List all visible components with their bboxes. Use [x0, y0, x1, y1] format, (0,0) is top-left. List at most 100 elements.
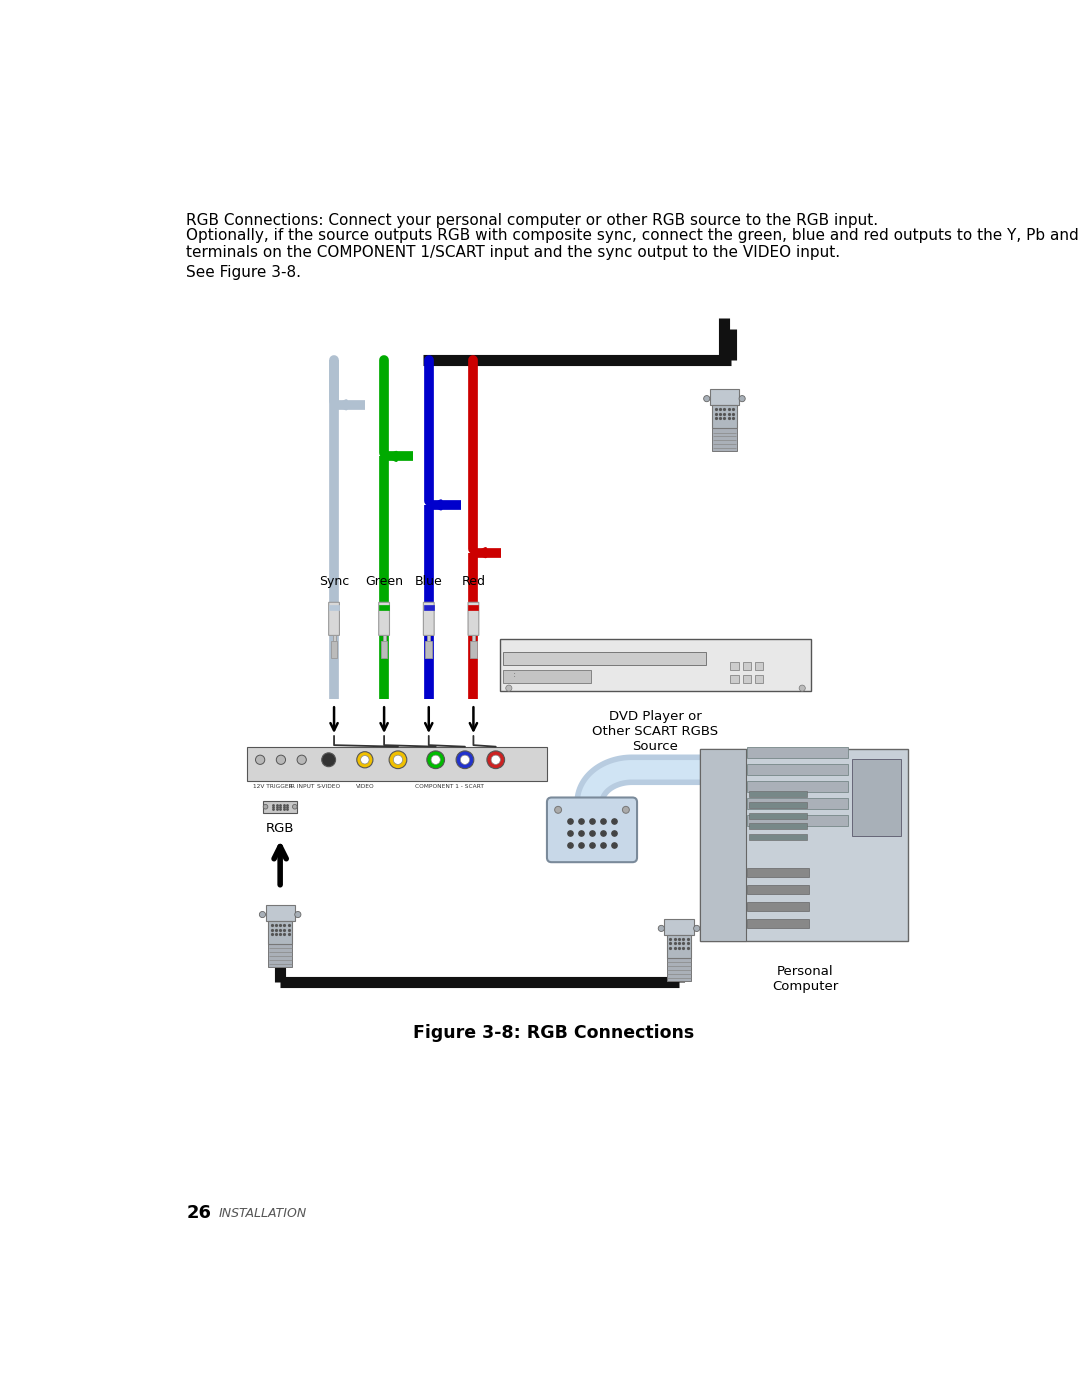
Text: Green: Green	[365, 576, 403, 588]
Bar	[755, 662, 764, 671]
Circle shape	[295, 911, 301, 918]
Bar	[268, 921, 293, 944]
Circle shape	[658, 925, 664, 932]
Bar	[755, 675, 764, 683]
Circle shape	[256, 756, 265, 764]
Circle shape	[264, 805, 268, 809]
Bar	[750, 823, 807, 830]
Bar	[700, 749, 907, 942]
Text: Sync: Sync	[319, 576, 349, 588]
Bar	[851, 759, 902, 835]
Bar	[710, 390, 739, 405]
Circle shape	[389, 752, 407, 768]
Bar	[329, 605, 339, 610]
Bar	[747, 884, 809, 894]
Bar	[330, 641, 337, 658]
Text: Figure 3-8: RGB Connections: Figure 3-8: RGB Connections	[413, 1024, 694, 1042]
Circle shape	[393, 756, 403, 764]
Bar	[747, 902, 809, 911]
Circle shape	[259, 911, 266, 918]
Text: Optionally, if the source outputs RGB with composite sync, connect the green, bl: Optionally, if the source outputs RGB wi…	[186, 229, 1080, 243]
Circle shape	[456, 752, 474, 768]
Circle shape	[361, 756, 369, 764]
Circle shape	[297, 756, 307, 764]
Text: INSTALLATION: INSTALLATION	[218, 1207, 307, 1220]
Circle shape	[460, 756, 470, 764]
Bar	[382, 636, 386, 641]
Bar	[664, 919, 693, 935]
Bar	[666, 935, 691, 958]
Bar	[423, 605, 434, 610]
Bar	[750, 802, 807, 807]
Bar	[750, 813, 807, 819]
Circle shape	[739, 395, 745, 402]
Bar	[426, 641, 432, 658]
Bar	[730, 662, 739, 671]
Circle shape	[799, 685, 806, 692]
Bar	[247, 746, 548, 781]
Text: 12V TRIGGER: 12V TRIGGER	[253, 784, 293, 789]
FancyBboxPatch shape	[379, 602, 390, 636]
Circle shape	[431, 756, 441, 764]
Circle shape	[356, 752, 373, 768]
FancyBboxPatch shape	[546, 798, 637, 862]
Text: RGB: RGB	[266, 823, 295, 835]
Bar	[469, 605, 478, 610]
Bar	[700, 749, 745, 942]
Circle shape	[622, 806, 630, 813]
Text: Blue: Blue	[415, 576, 443, 588]
Text: COMPONENT 1 - SCART: COMPONENT 1 - SCART	[415, 784, 484, 789]
Bar	[747, 816, 848, 826]
Bar	[503, 652, 706, 665]
Bar	[266, 905, 295, 921]
Text: :: :	[510, 672, 521, 678]
Bar	[747, 798, 848, 809]
Bar	[743, 675, 752, 683]
Text: See Figure 3-8.: See Figure 3-8.	[186, 265, 301, 281]
Bar	[503, 669, 591, 683]
Circle shape	[276, 756, 285, 764]
Text: terminals on the COMPONENT 1/SCART input and the sync output to the VIDEO input.: terminals on the COMPONENT 1/SCART input…	[186, 244, 840, 260]
Text: DVD Player or
Other SCART RGBS
Source: DVD Player or Other SCART RGBS Source	[592, 711, 718, 753]
Text: 26: 26	[186, 1204, 212, 1222]
FancyBboxPatch shape	[423, 602, 434, 636]
Bar	[379, 605, 389, 610]
FancyBboxPatch shape	[328, 602, 339, 636]
Bar	[264, 800, 297, 813]
Bar	[428, 636, 430, 641]
Bar	[470, 641, 476, 658]
Bar	[747, 747, 848, 759]
Text: Red: Red	[461, 576, 485, 588]
Circle shape	[491, 756, 500, 764]
Circle shape	[693, 925, 700, 932]
Bar	[666, 958, 691, 981]
Bar	[712, 427, 737, 451]
Bar	[712, 405, 737, 427]
Bar	[381, 641, 388, 658]
Text: Personal
Computer: Personal Computer	[772, 964, 838, 993]
Bar	[730, 675, 739, 683]
Circle shape	[322, 753, 336, 767]
Bar	[750, 834, 807, 840]
Bar	[750, 791, 807, 798]
Circle shape	[505, 685, 512, 692]
Circle shape	[704, 395, 710, 402]
Text: VIDEO: VIDEO	[355, 784, 374, 789]
Bar	[747, 781, 848, 792]
Circle shape	[555, 806, 562, 813]
Bar	[500, 638, 811, 692]
Bar	[743, 662, 752, 671]
Bar	[747, 919, 809, 928]
FancyBboxPatch shape	[468, 602, 478, 636]
Text: IR INPUT: IR INPUT	[289, 784, 314, 789]
Circle shape	[293, 805, 297, 809]
Circle shape	[487, 752, 504, 768]
Circle shape	[427, 752, 445, 768]
Text: RGB Connections: Connect your personal computer or other RGB source to the RGB i: RGB Connections: Connect your personal c…	[186, 214, 878, 228]
Bar	[268, 944, 293, 967]
Text: S-VIDEO: S-VIDEO	[316, 784, 340, 789]
Bar	[747, 764, 848, 775]
Bar	[472, 636, 475, 641]
Bar	[747, 868, 809, 877]
Bar	[333, 636, 336, 641]
